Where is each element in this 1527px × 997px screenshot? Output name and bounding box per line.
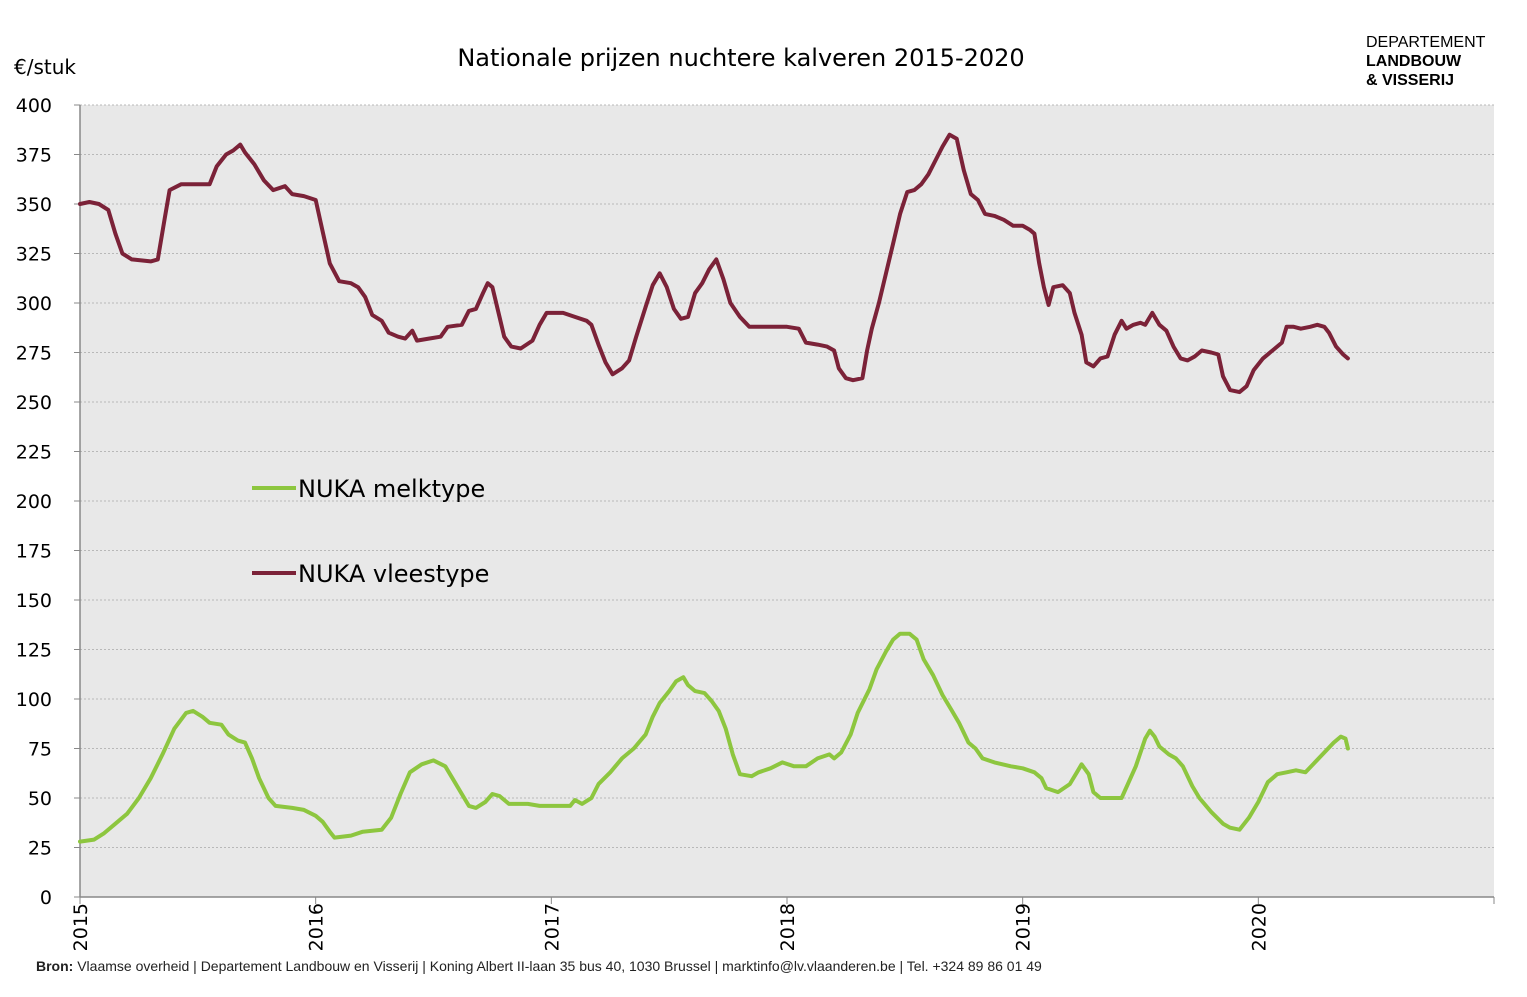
y-tick-label-400: 400 <box>16 95 52 117</box>
y-tick-label-125: 125 <box>16 640 52 662</box>
series-line-vleestype <box>78 132 1350 395</box>
series-line-melktype <box>78 631 1350 844</box>
y-tick-label-75: 75 <box>28 739 52 761</box>
y-tick-label-325: 325 <box>16 244 52 266</box>
legend-label-vleestype: NUKA vleestype <box>298 560 489 588</box>
y-tick-labels: 0 25 50 75 100 125 150 175 200 225 250 275 300 325 350… <box>16 95 52 909</box>
y-tick-label-350: 350 <box>16 194 52 216</box>
x-tick-label-2015: 2015 <box>70 903 92 951</box>
x-tick-labels: 2015 2016 2017 2018 2019 2020 <box>70 903 1270 951</box>
y-tick-label-375: 375 <box>16 145 52 167</box>
legend: NUKA melktype NUKA vleestype <box>252 475 489 588</box>
axes <box>74 104 1495 904</box>
series-lines <box>78 132 1350 844</box>
x-tick-label-2019: 2019 <box>1013 903 1035 951</box>
y-axis-unit: €/stuk <box>14 55 76 79</box>
y-tick-label-150: 150 <box>16 590 52 612</box>
x-tick-label-2016: 2016 <box>306 903 328 951</box>
x-tick-label-2017: 2017 <box>541 903 563 951</box>
source-text: Vlaamse overheid | Departement Landbouw … <box>77 958 1042 974</box>
y-tick-label-50: 50 <box>28 788 52 810</box>
y-tick-label-0: 0 <box>40 887 52 909</box>
logo-line-3: & VISSERIJ <box>1366 72 1454 89</box>
legend-label-melktype: NUKA melktype <box>298 475 485 503</box>
y-tick-label-275: 275 <box>16 343 52 365</box>
source-footer: Bron: Vlaamse overheid | Departement Lan… <box>36 958 1042 974</box>
x-tick-label-2018: 2018 <box>777 903 799 951</box>
chart-title: Nationale prijzen nuchtere kalveren 2015… <box>457 44 1024 72</box>
x-tick-label-2020: 2020 <box>1248 903 1270 951</box>
y-tick-label-100: 100 <box>16 689 52 711</box>
department-logo: DEPARTEMENT LANDBOUW & VISSERIJ <box>1366 34 1486 89</box>
source-label: Bron: <box>36 958 74 974</box>
y-tick-label-225: 225 <box>16 442 52 464</box>
y-tick-label-250: 250 <box>16 392 52 414</box>
logo-line-2: LANDBOUW <box>1366 53 1462 70</box>
y-tick-label-200: 200 <box>16 491 52 513</box>
y-tick-label-300: 300 <box>16 293 52 315</box>
y-tick-label-175: 175 <box>16 541 52 563</box>
y-tick-label-25: 25 <box>28 838 52 860</box>
logo-line-1: DEPARTEMENT <box>1366 34 1486 51</box>
